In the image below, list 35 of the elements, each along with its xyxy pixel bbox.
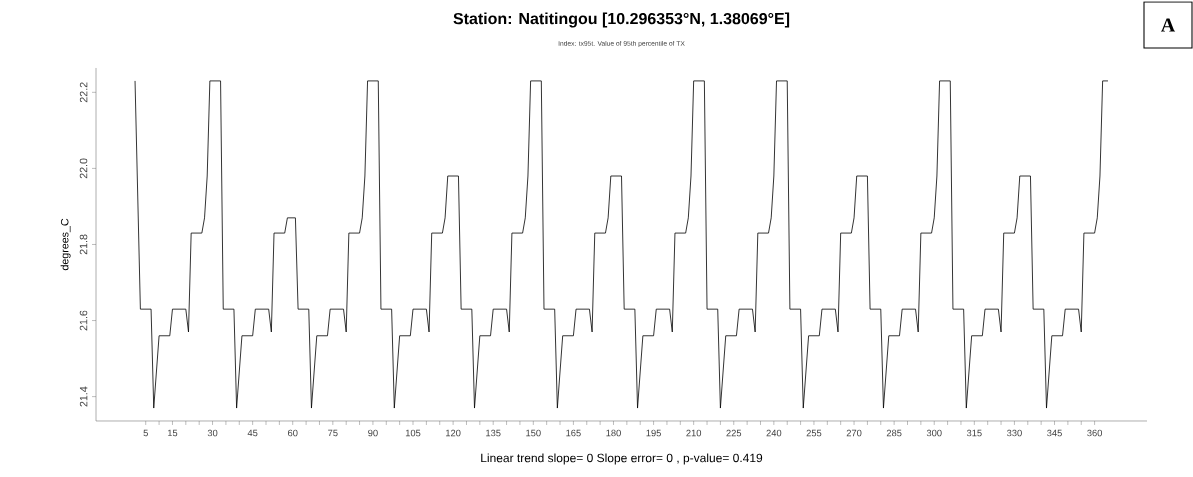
x-tick-label: 30	[207, 429, 218, 437]
x-tick-label: 210	[686, 429, 702, 437]
y-tick-label: 21.8	[79, 234, 88, 255]
x-tick-label: 120	[446, 429, 461, 437]
x-tick-label: 90	[368, 429, 378, 437]
chart-title: Station: Natitingou [10.296353°N, 1.38069°E]	[453, 12, 790, 28]
x-tick-label: 180	[606, 429, 621, 437]
x-tick-label: 105	[405, 429, 421, 437]
x-tick-label: 75	[328, 429, 338, 437]
x-tick-label: 60	[288, 429, 298, 437]
line-series	[134, 80, 1109, 409]
y-tick-label: 22.2	[79, 82, 88, 103]
y-axis-title: degrees_C	[60, 218, 71, 271]
x-tick-label: 225	[726, 429, 742, 437]
x-tick-label: 255	[806, 429, 822, 437]
x-tick-label: 270	[846, 429, 862, 437]
y-tick-label: 22.0	[79, 158, 88, 179]
x-tick-label: 165	[566, 429, 581, 437]
x-tick-label: 240	[766, 429, 782, 437]
x-tick-label: 345	[1047, 429, 1062, 437]
y-tick-label: 21.4	[79, 386, 88, 407]
x-axis-title: Linear trend slope= 0 Slope error= 0 , p-value= 0.419	[481, 453, 763, 465]
x-tick-label: 150	[526, 429, 541, 437]
x-tick-label: 360	[1087, 429, 1103, 437]
x-tick-label: 15	[167, 429, 178, 437]
x-tick-label: 45	[247, 429, 258, 437]
text: A	[1160, 18, 1176, 32]
x-tick-label: 5	[143, 429, 148, 437]
x-tick-label: 285	[886, 429, 902, 437]
x-tick-label: 330	[1006, 429, 1022, 437]
x-tick-label: 135	[486, 429, 501, 437]
x-tick-label: 195	[646, 429, 661, 437]
x-tick-label: 300	[926, 429, 942, 437]
y-tick-label: 21.6	[79, 310, 88, 331]
x-tick-label: 315	[966, 429, 982, 437]
